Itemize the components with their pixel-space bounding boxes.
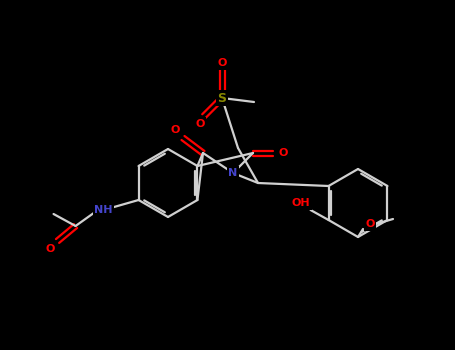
Text: OH: OH xyxy=(291,198,310,208)
Text: O: O xyxy=(170,125,180,135)
Text: O: O xyxy=(278,148,288,158)
Text: O: O xyxy=(195,119,205,129)
Text: O: O xyxy=(217,58,227,68)
Text: O: O xyxy=(365,219,374,229)
Text: S: S xyxy=(217,91,227,105)
Text: N: N xyxy=(228,168,238,178)
Text: NH: NH xyxy=(94,205,113,215)
Text: O: O xyxy=(46,244,55,254)
